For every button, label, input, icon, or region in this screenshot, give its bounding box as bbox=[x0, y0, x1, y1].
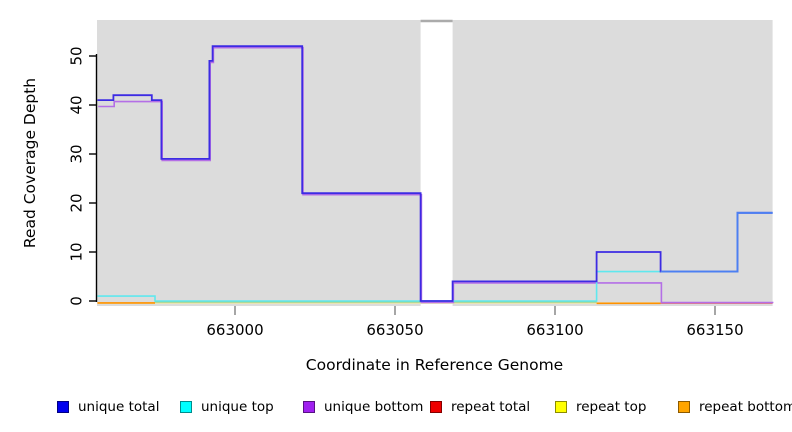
x-tick-label: 663050 bbox=[366, 321, 423, 339]
legend-item-unique-bottom: unique bottom bbox=[303, 398, 423, 416]
series-unique-bottom-line bbox=[98, 46, 774, 304]
series-unique-total-line bbox=[97, 45, 773, 302]
chart-legend: unique total unique top unique bottom repea… bbox=[0, 398, 792, 420]
legend-item-repeat-top: repeat top bbox=[555, 398, 646, 416]
x-tick-label: 663100 bbox=[526, 321, 583, 339]
x-tick-label: 663150 bbox=[686, 321, 743, 339]
y-tick-label: 30 bbox=[67, 144, 85, 163]
legend-label-repeat-top: repeat top bbox=[576, 399, 647, 415]
x-tick-label: 663000 bbox=[206, 321, 263, 339]
y-tick-label: 0 bbox=[67, 296, 85, 306]
legend-label-unique-bottom: unique bottom bbox=[324, 399, 424, 415]
legend-label-repeat-bottom: repeat bottom bbox=[699, 399, 792, 415]
legend-item-unique-top: unique top bbox=[180, 398, 274, 416]
y-tick-label: 20 bbox=[67, 193, 85, 212]
y-axis-title: Read Coverage Depth bbox=[21, 77, 39, 249]
legend-swatch-unique-top bbox=[180, 401, 192, 413]
legend-swatch-repeat-bottom bbox=[678, 401, 690, 413]
legend-label-unique-total: unique total bbox=[78, 399, 160, 415]
no-data-gap-band bbox=[420, 20, 453, 306]
legend-label-repeat-total: repeat total bbox=[451, 399, 531, 415]
series-unique-total-line-right bbox=[660, 211, 773, 273]
legend-swatch-unique-bottom bbox=[303, 401, 315, 413]
legend-item-repeat-total: repeat total bbox=[430, 398, 530, 416]
y-tick-label: 10 bbox=[67, 242, 85, 261]
y-tick-label: 50 bbox=[67, 46, 85, 65]
legend-swatch-repeat-total bbox=[430, 401, 442, 413]
legend-swatch-repeat-top bbox=[555, 401, 567, 413]
y-tick-label: 40 bbox=[67, 95, 85, 114]
legend-label-unique-top: unique top bbox=[201, 399, 274, 415]
legend-swatch-unique-total bbox=[57, 401, 69, 413]
legend-item-repeat-bottom: repeat bottom bbox=[678, 398, 792, 416]
x-axis-title: Coordinate in Reference Genome bbox=[305, 356, 564, 374]
legend-item-unique-total: unique total bbox=[57, 398, 159, 416]
